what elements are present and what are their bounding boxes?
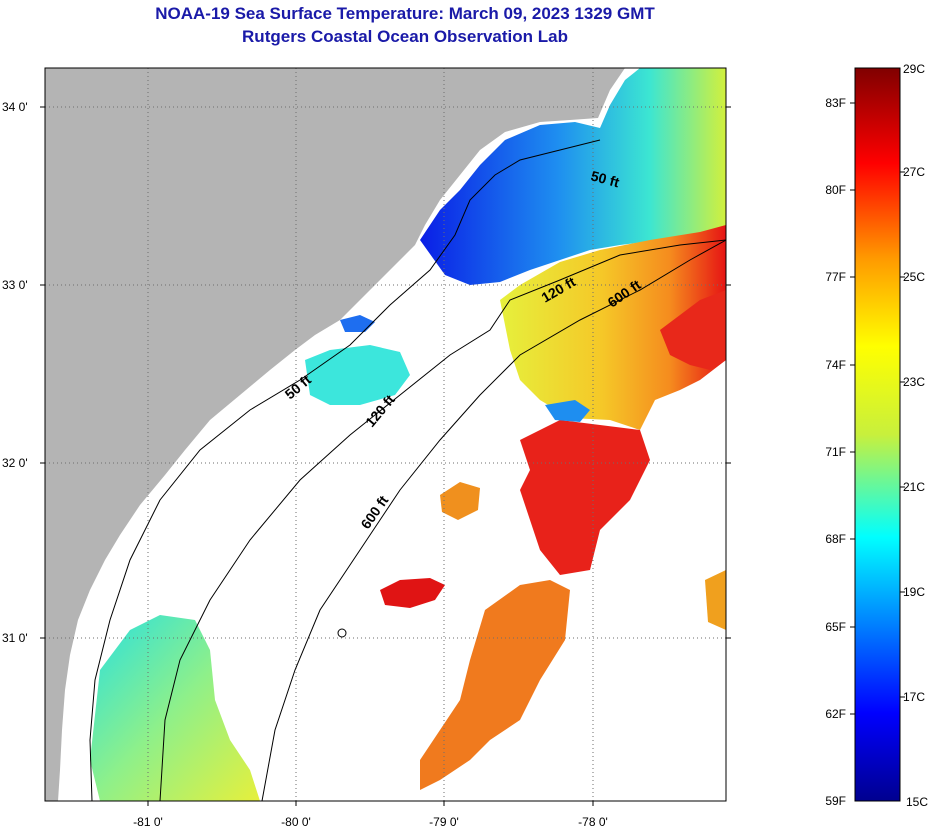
lon-label-78: -78 0' <box>578 815 608 829</box>
blue-patch-mid <box>340 315 375 332</box>
hot-patch-east <box>660 290 726 370</box>
orange-east-edge <box>705 570 726 630</box>
map-subtitle: Rutgers Coastal Ocean Observation Lab <box>242 27 568 46</box>
legend-c-15: 15C <box>906 795 928 809</box>
legend-f-62: 62F <box>825 707 846 721</box>
legend-c-23: 23C <box>903 375 925 389</box>
orange-patch <box>440 482 480 520</box>
hot-patch-central <box>520 420 650 575</box>
lon-label-81: -81 0' <box>133 815 163 829</box>
map-title: NOAA-19 Sea Surface Temperature: March 0… <box>155 4 655 23</box>
cool-water-mid <box>305 345 410 405</box>
legend-c-27: 27C <box>903 165 925 179</box>
lat-label-34: 34 0' <box>2 100 28 114</box>
lat-label-31: 31 0' <box>2 631 28 645</box>
orange-red-south <box>420 580 570 790</box>
legend-f-65: 65F <box>825 620 846 634</box>
depth-contours <box>89 139 726 801</box>
legend-f-77: 77F <box>825 270 846 284</box>
graticule <box>45 68 726 801</box>
contour-600ft <box>261 239 726 801</box>
legend-f-59: 59F <box>825 794 846 808</box>
colorbar <box>854 67 901 802</box>
legend-f-71: 71F <box>825 445 846 459</box>
lat-label-33: 33 0' <box>2 278 28 292</box>
lat-label-32: 32 0' <box>2 456 28 470</box>
cold-water-region <box>420 68 726 285</box>
lon-label-80: -80 0' <box>281 815 311 829</box>
legend-f-68: 68F <box>825 532 846 546</box>
contour-120ft <box>159 239 726 801</box>
land-mass <box>45 68 625 801</box>
contour-50ft <box>89 139 601 801</box>
blue-patch-shelf <box>545 400 590 422</box>
legend-c-29: 29C <box>903 62 925 76</box>
cool-water-south <box>90 615 260 801</box>
legend-f-80: 80F <box>825 183 846 197</box>
lon-label-79: -79 0' <box>429 815 459 829</box>
axis-ticks <box>40 106 731 806</box>
map-frame <box>44 67 727 802</box>
hot-patch-small <box>380 578 445 608</box>
legend-c-19: 19C <box>903 585 925 599</box>
contour-label-50ft-north: 50 ft <box>589 167 621 190</box>
warm-band-region <box>500 225 726 430</box>
legend-f-83: 83F <box>825 96 846 110</box>
seamount-contour <box>337 628 347 638</box>
legend-c-17: 17C <box>903 690 925 704</box>
legend-c-21: 21C <box>903 480 925 494</box>
legend-c-25: 25C <box>903 270 925 284</box>
colorbar-ticks <box>850 102 905 715</box>
legend-f-74: 74F <box>825 358 846 372</box>
